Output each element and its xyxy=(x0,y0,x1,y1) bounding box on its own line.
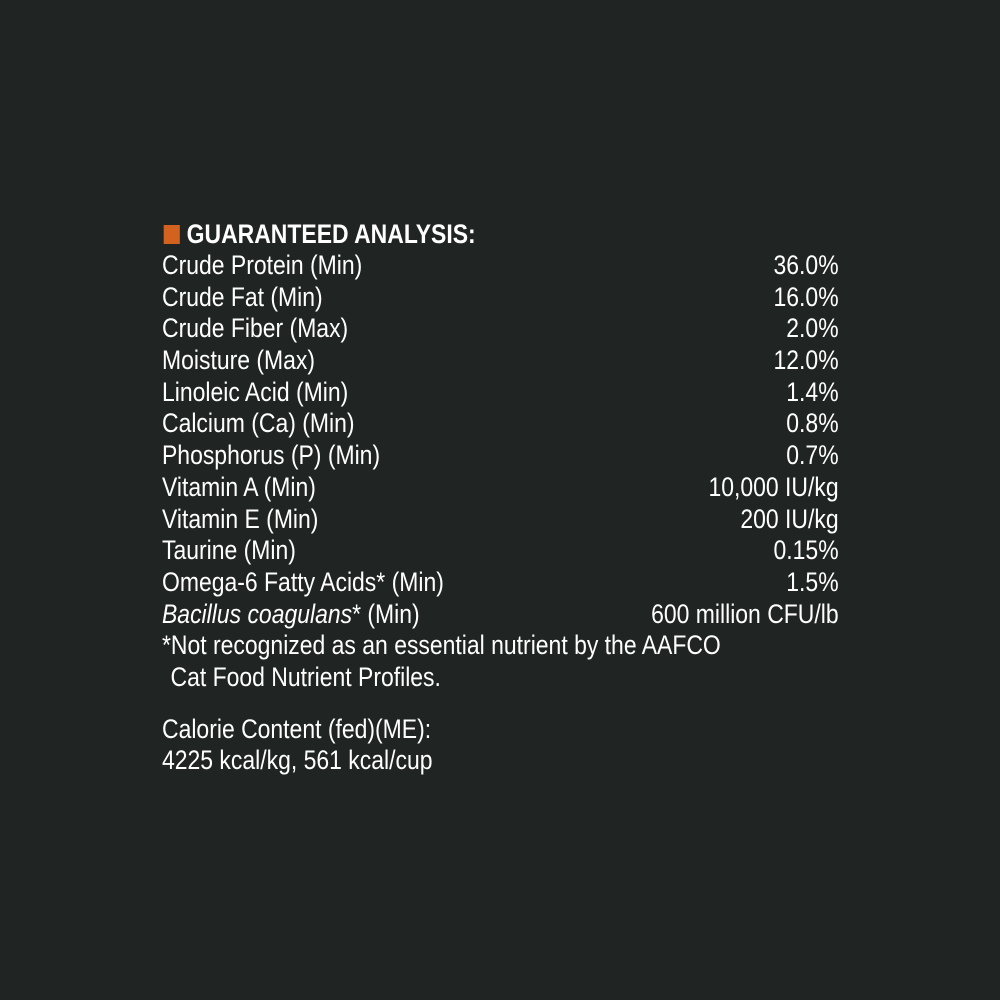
row-label: Taurine (Min) xyxy=(162,535,296,566)
row-value: 10,000 IU/kg xyxy=(708,471,839,502)
table-row: Moisture (Max) 12.0% xyxy=(162,345,839,377)
row-label: Bacillus coagulans* (Min) xyxy=(162,599,420,631)
footnote: *Not recognized as an essential nutrient… xyxy=(162,630,839,693)
calorie-value: 4225 kcal/kg, 561 kcal/cup xyxy=(162,745,433,776)
heading-text: GUARANTEED ANALYSIS: xyxy=(186,218,476,249)
row-value: 0.8% xyxy=(786,408,839,439)
table-row: Crude Fat (Min) 16.0% xyxy=(162,282,839,314)
table-row: Linoleic Acid (Min) 1.4% xyxy=(162,377,839,409)
analysis-table: Crude Protein (Min) 36.0% Crude Fat (Min) 1… xyxy=(162,250,839,599)
row-value: 2.0% xyxy=(786,313,839,344)
row-label: Phosphorus (P) (Min) xyxy=(162,440,381,471)
table-row: Crude Protein (Min) 36.0% xyxy=(162,250,839,282)
row-value: 36.0% xyxy=(773,250,839,280)
row-value: 0.15% xyxy=(773,535,839,566)
row-label: Vitamin A (Min) xyxy=(162,471,316,502)
row-value: 1.4% xyxy=(786,376,839,407)
table-row: Calcium (Ca) (Min) 0.8% xyxy=(162,408,839,440)
row-value: 16.0% xyxy=(773,281,839,312)
row-label: Crude Protein (Min) xyxy=(162,250,363,280)
calorie-label: Calorie Content (fed)(ME): xyxy=(162,713,432,744)
table-row: Vitamin E (Min) 200 IU/kg xyxy=(162,504,839,536)
bacillus-qualifier: * (Min) xyxy=(352,598,420,629)
row-label: Omega-6 Fatty Acids* (Min) xyxy=(162,566,444,597)
table-row: Phosphorus (P) (Min) 0.7% xyxy=(162,440,839,472)
row-value: 0.7% xyxy=(786,440,839,471)
orange-square-icon xyxy=(163,224,180,244)
footnote-line-1: *Not recognized as an essential nutrient… xyxy=(162,630,721,661)
row-value: 600 million CFU/lb xyxy=(651,598,839,629)
row-value: 200 IU/kg xyxy=(740,503,839,534)
row-label: Vitamin E (Min) xyxy=(162,503,319,534)
table-row: Crude Fiber (Max) 2.0% xyxy=(162,313,839,345)
row-label: Crude Fat (Min) xyxy=(162,281,323,312)
table-row: Omega-6 Fatty Acids* (Min) 1.5% xyxy=(162,567,839,599)
row-label: Calcium (Ca) (Min) xyxy=(162,408,355,439)
guaranteed-analysis-panel: GUARANTEED ANALYSIS: Crude Protein (Min)… xyxy=(162,218,839,777)
row-label: Moisture (Max) xyxy=(162,345,316,376)
bacillus-name: Bacillus coagulans xyxy=(162,598,353,629)
row-label: Crude Fiber (Max) xyxy=(162,313,349,344)
row-value: 1.5% xyxy=(786,566,839,597)
calorie-content: Calorie Content (fed)(ME): 4225 kcal/kg,… xyxy=(162,714,839,777)
table-row: Vitamin A (Min) 10,000 IU/kg xyxy=(162,472,839,504)
row-label: Linoleic Acid (Min) xyxy=(162,376,349,407)
section-heading: GUARANTEED ANALYSIS: xyxy=(163,218,839,250)
table-row: Taurine (Min) 0.15% xyxy=(162,535,839,567)
row-value: 12.0% xyxy=(773,345,839,376)
footnote-line-2: Cat Food Nutrient Profiles. xyxy=(170,661,441,692)
table-row: Bacillus coagulans* (Min) 600 million CF… xyxy=(162,599,839,631)
